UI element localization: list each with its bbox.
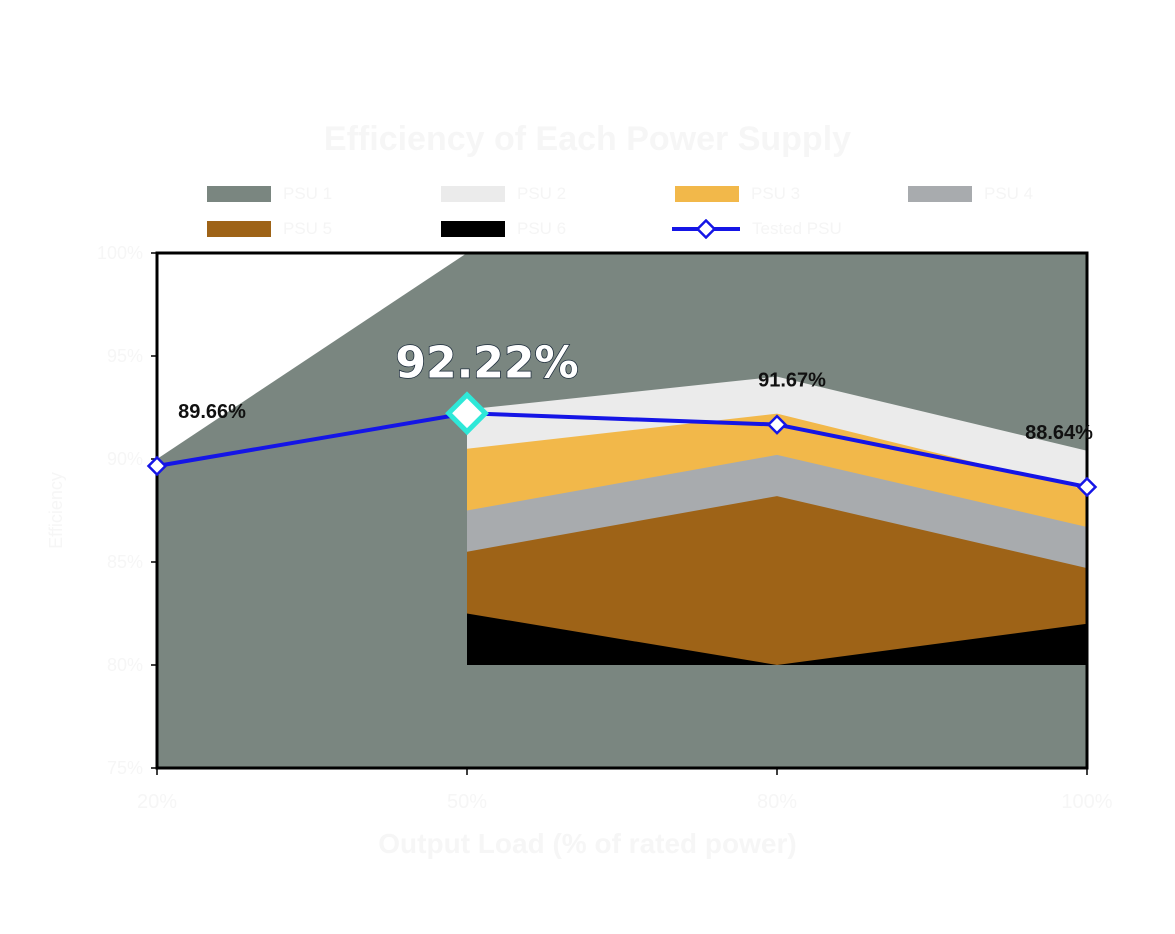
legend-swatch-psu-3 xyxy=(675,186,739,202)
tested-psu-line xyxy=(156,411,1088,489)
x-tick-label: 100% xyxy=(1061,791,1112,813)
area-series-6 xyxy=(467,613,1087,665)
legend-swatch-psu-2 xyxy=(441,186,505,202)
data-label: 89.66% xyxy=(178,401,246,423)
legend-item-psu-4[interactable]: PSU 4 xyxy=(908,184,1033,204)
legend-item-psu-2[interactable]: PSU 2 xyxy=(441,184,566,204)
legend-item-tested-psu[interactable]: Tested PSU xyxy=(672,218,842,240)
plot-border xyxy=(155,251,1089,770)
legend-label-tested-psu: Tested PSU xyxy=(752,219,842,238)
legend-swatch-psu-6 xyxy=(441,221,505,237)
data-point xyxy=(766,414,788,435)
data-label: 88.64% xyxy=(1025,422,1093,444)
legend-item-psu-6[interactable]: PSU 6 xyxy=(441,219,566,239)
y-tick-label: 80% xyxy=(107,655,143,675)
legend-item-psu-3[interactable]: PSU 3 xyxy=(675,184,800,204)
legend-swatch-psu-1 xyxy=(207,186,271,202)
legend-swatch-psu-4 xyxy=(908,186,972,202)
data-point xyxy=(146,455,168,477)
y-tick-label: 100% xyxy=(97,243,143,263)
x-tick-label: 20% xyxy=(137,791,177,813)
legend-label-psu-6: PSU 6 xyxy=(517,219,567,238)
legend-label-psu-5: PSU 5 xyxy=(283,219,333,238)
legend-label-psu-2: PSU 2 xyxy=(517,184,567,203)
legend-swatch-psu-5 xyxy=(207,221,271,237)
chart-title: Efficiency of Each Power Supply xyxy=(323,120,852,158)
data-point-highlight xyxy=(445,391,489,436)
y-tick-label: 95% xyxy=(107,346,143,366)
x-tick-label: 80% xyxy=(757,791,797,813)
area-series-5 xyxy=(467,496,1087,665)
legend-label-psu-4: PSU 4 xyxy=(984,184,1034,203)
x-tick-label: 50% xyxy=(447,791,487,813)
data-label: 91.67% xyxy=(758,370,826,392)
y-axis-title: Efficiency xyxy=(46,472,66,549)
x-axis-title: Output Load (% of rated power) xyxy=(378,828,797,859)
legend-item-psu-1[interactable]: PSU 1 xyxy=(207,184,332,204)
data-label-highlight: 92.22% xyxy=(395,337,578,388)
data-point xyxy=(1076,476,1098,498)
legend-item-psu-5[interactable]: PSU 5 xyxy=(207,219,332,239)
legend-line-tested-psu xyxy=(672,218,740,240)
legend-label-psu-1: PSU 1 xyxy=(283,184,333,203)
y-tick-label: 75% xyxy=(107,758,143,778)
legend-label-psu-3: PSU 3 xyxy=(751,184,801,203)
y-tick-label: 85% xyxy=(107,552,143,572)
y-tick-label: 90% xyxy=(107,449,143,469)
